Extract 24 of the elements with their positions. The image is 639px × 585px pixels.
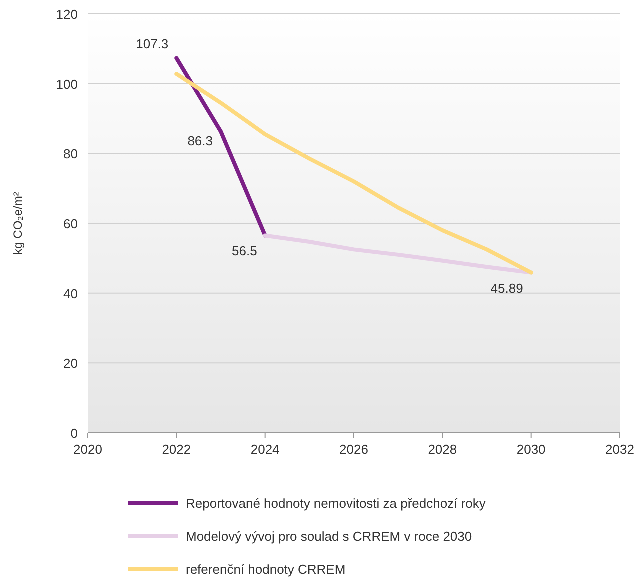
data-label: 86.3 (188, 134, 213, 149)
line-series (263, 234, 534, 275)
y-tick-label: 20 (64, 356, 78, 372)
x-tick-label: 2026 (340, 442, 368, 457)
y-tick-label: 120 (56, 7, 78, 22)
x-tick-label: 2022 (162, 442, 192, 457)
data-label: 56.5 (232, 244, 258, 259)
x-tick-label: 2020 (74, 442, 102, 457)
y-tick-label: 60 (64, 216, 78, 232)
x-tick-label: 2028 (428, 442, 458, 457)
x-tick-label: 2030 (516, 442, 546, 457)
x-tick-label: 2024 (250, 442, 280, 457)
line-series (174, 72, 534, 275)
y-axis-title: kg CO₂e/m² (11, 192, 25, 255)
y-tick-label: 40 (64, 286, 78, 302)
legend-label: Reportované hodnoty nemovitosti za předchozí roky (186, 496, 486, 511)
y-tick-label: 0 (70, 426, 78, 441)
legend-label: Modelový vývoj pro soulad s CRREM v roce 2030 (186, 529, 472, 544)
data-label: 45.89 (490, 280, 524, 296)
legend-label: referenční hodnoty CRREM (186, 562, 346, 577)
x-tick-label: 2032 (606, 442, 634, 457)
y-tick-label: 100 (56, 76, 78, 92)
data-label: 107.3 (136, 36, 169, 52)
y-tick-label: 80 (64, 146, 78, 162)
